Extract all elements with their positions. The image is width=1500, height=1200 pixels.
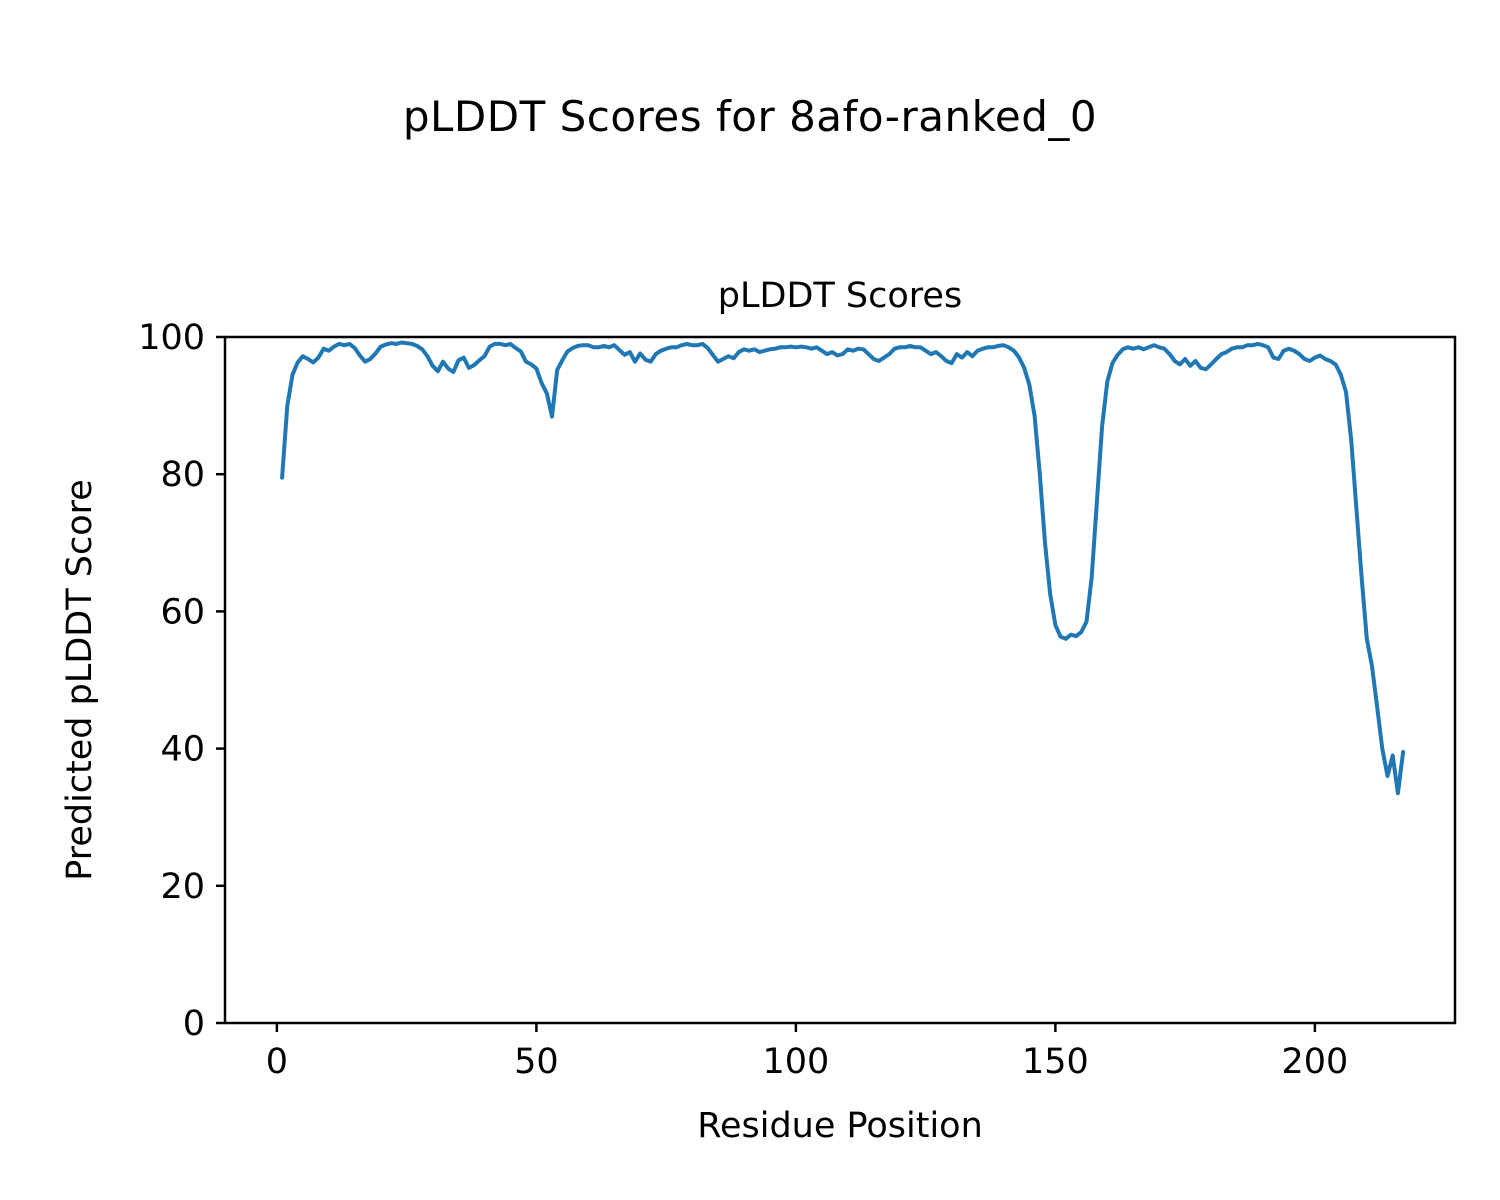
y-tick-label: 80 (160, 455, 205, 495)
axes-title: pLDDT Scores (717, 276, 963, 316)
y-tick-label: 20 (160, 867, 205, 907)
figure-title: pLDDT Scores for 8afo-ranked_0 (402, 92, 1098, 141)
y-tick-label: 60 (160, 592, 205, 632)
x-tick-label: 50 (514, 1042, 559, 1082)
x-tick-label: 0 (266, 1042, 288, 1082)
x-tick-label: 100 (762, 1042, 829, 1082)
y-tick-label: 0 (183, 1004, 205, 1044)
x-axis-label: Residue Position (697, 1106, 983, 1146)
axes-frame (223, 335, 1457, 1025)
x-tick-label: 150 (1022, 1042, 1089, 1082)
y-tick-label: 100 (138, 318, 205, 358)
x-tick-label: 200 (1281, 1042, 1348, 1082)
plddt-line (280, 340, 1406, 796)
y-tick-label: 40 (160, 730, 205, 770)
